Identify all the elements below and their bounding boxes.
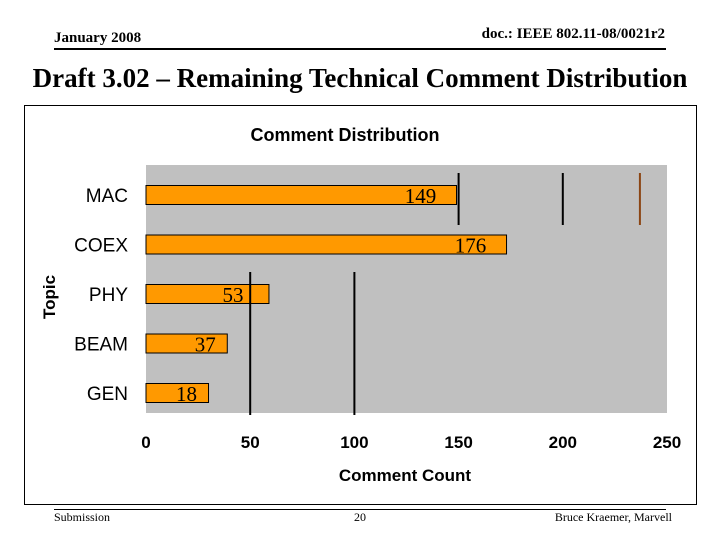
category-label-gen: GEN: [87, 384, 128, 405]
data-label-gen: 18: [176, 382, 197, 406]
bar-gen: [145, 383, 210, 403]
bar-coex: [145, 234, 508, 255]
header-rule: [54, 48, 666, 50]
footer-page-number: 20: [354, 510, 366, 524]
footer-author: Bruce Kraemer, Marvell: [554, 510, 672, 524]
x-tick-100: 100: [340, 433, 368, 452]
data-label-phy: 53: [222, 283, 243, 307]
data-label-beam: 37: [195, 333, 216, 357]
bars-layer: 149 176 53 37 18: [145, 184, 508, 406]
bar-phy: [145, 284, 270, 304]
x-axis-label: Comment Count: [339, 466, 472, 485]
category-label-beam: BEAM: [74, 335, 128, 356]
category-label-mac: MAC: [86, 186, 128, 207]
x-tick-150: 150: [444, 433, 472, 452]
header-date: January 2008: [54, 30, 142, 46]
data-label-coex: 176: [455, 234, 487, 258]
footer-rule: [54, 509, 666, 510]
y-axis-label: Topic: [40, 275, 59, 319]
bar-beam: [145, 333, 228, 354]
x-tick-0: 0: [141, 433, 150, 452]
x-tick-labels: 0 50 100 150 200 250: [141, 433, 681, 452]
header-doc-id: doc.: IEEE 802.11-08/0021r2: [481, 26, 665, 42]
comment-distribution-chart: Comment Distribution 149 176 53 37 18 MAC COE…: [40, 125, 681, 485]
annotation-lines-layer: [249, 173, 641, 415]
slide-title: Draft 3.02 – Remaining Technical Comment…: [32, 63, 688, 93]
footer-submission: Submission: [54, 510, 111, 524]
x-tick-250: 250: [653, 433, 681, 452]
chart-title: Comment Distribution: [251, 125, 440, 145]
x-tick-200: 200: [549, 433, 577, 452]
category-labels: MAC COEX PHY BEAM GEN: [74, 186, 128, 405]
category-label-phy: PHY: [89, 285, 128, 306]
bar-mac: [145, 185, 458, 205]
data-label-mac: 149: [405, 184, 437, 208]
category-label-coex: COEX: [74, 236, 128, 257]
x-tick-50: 50: [241, 433, 260, 452]
